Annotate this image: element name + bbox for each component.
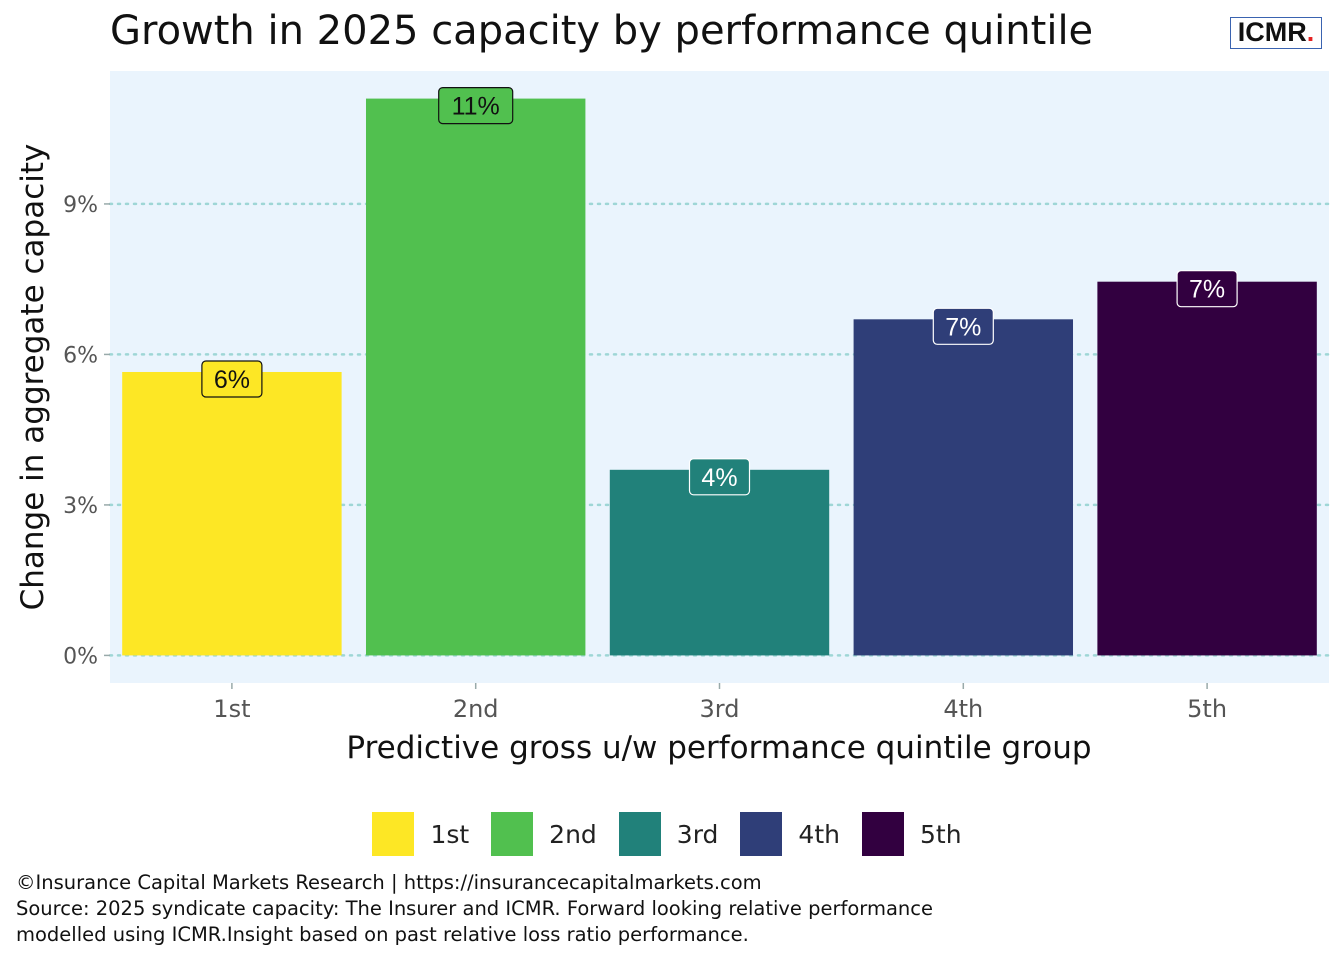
logo-text: ICMR	[1237, 17, 1307, 47]
y-tick-label: 0%	[63, 644, 98, 669]
source-text-line-2: modelled using ICMR.Insight based on pas…	[16, 923, 749, 946]
legend-label: 3rd	[676, 819, 719, 849]
y-axis-title: Change in aggregate capacity	[15, 144, 51, 611]
data-label-box	[438, 86, 514, 125]
legend-label: 4th	[798, 819, 840, 849]
bar-4th	[853, 319, 1074, 656]
legend-item-1st: 1st	[372, 812, 479, 856]
data-label: 6%	[214, 366, 250, 394]
legend-label: 5th	[919, 819, 962, 849]
x-tick-label: 3rd	[700, 695, 740, 723]
y-tick-label: 9%	[63, 193, 98, 218]
legend-label: 2nd	[549, 819, 597, 849]
bar-chart: 0% 3% 6% 9% 6% 11% 4% 7% 7% 1st 2nd 3rd 4th 5th Pre…	[15, 71, 1331, 766]
legend-swatch	[372, 812, 415, 856]
legend: 1st 2nd 3rd 4th 5th	[0, 811, 1344, 857]
x-tick-label: 5th	[1187, 695, 1227, 723]
icmr-logo: ICMR.	[1230, 17, 1322, 49]
x-tick-label: 1st	[213, 695, 250, 723]
data-label-box	[201, 360, 263, 398]
legend-item-4th: 4th	[740, 812, 850, 856]
legend-swatch	[740, 812, 783, 856]
data-label-box	[688, 458, 751, 496]
bar-3rd	[609, 469, 830, 656]
data-label: 7%	[945, 313, 981, 341]
data-label-box	[1176, 270, 1238, 308]
legend-item-5th: 5th	[861, 812, 972, 856]
legend-item-2nd: 2nd	[491, 812, 607, 856]
copyright-text: ©Insurance Capital Markets Research | ht…	[16, 871, 762, 894]
legend-item-3rd: 3rd	[618, 812, 729, 856]
bar-1st	[122, 371, 342, 656]
legend-label: 1st	[430, 819, 470, 849]
x-axis-title: Predictive gross u/w performance quintil…	[346, 730, 1091, 766]
logo-dot: .	[1306, 17, 1315, 47]
bar-2nd	[365, 98, 586, 656]
data-label-box	[932, 307, 994, 345]
source-text-line-1: Source: 2025 syndicate capacity: The Ins…	[16, 897, 934, 920]
legend-swatch	[618, 812, 661, 856]
y-tick-label: 6%	[63, 343, 98, 368]
data-label: 4%	[701, 464, 737, 492]
legend-swatch	[861, 812, 904, 856]
chart-title: Growth in 2025 capacity by performance q…	[110, 8, 1094, 54]
legend-swatch	[491, 812, 534, 856]
data-label: 11%	[452, 93, 500, 121]
data-label: 7%	[1189, 276, 1225, 304]
x-tick-label: 2nd	[453, 695, 499, 723]
footer: ©Insurance Capital Markets Research | ht…	[16, 870, 933, 948]
bar-5th	[1097, 281, 1317, 656]
y-tick-label: 3%	[63, 494, 98, 519]
x-tick-label: 4th	[943, 695, 983, 723]
